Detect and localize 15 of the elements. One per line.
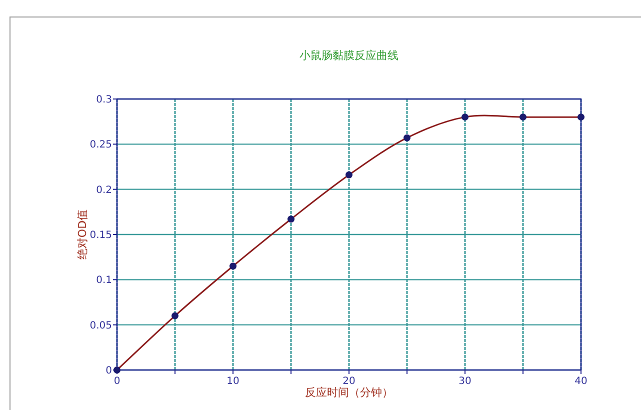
- y-tick-label: 0.1: [96, 275, 112, 286]
- y-tick-label: 0: [106, 366, 112, 376]
- y-tick-label: 0.25: [90, 140, 112, 151]
- x-tick-label: 30: [458, 376, 472, 387]
- x-tick-label: 20: [342, 376, 356, 387]
- y-tick-label: 0.2: [96, 184, 112, 196]
- x-axis-title: 反应时间（分钟）: [305, 386, 393, 399]
- y-tick-label: 0.3: [96, 94, 112, 106]
- y-axis-title: 绝对OD值: [76, 209, 89, 260]
- x-tick-label: 0: [114, 376, 120, 387]
- x-tick-label: 10: [226, 376, 240, 387]
- x-tick-label: 40: [574, 376, 588, 387]
- y-tick-label: 0.15: [90, 230, 112, 241]
- chart-title: 小鼠肠黏膜反应曲线: [300, 49, 398, 62]
- y-tick-label: 0.05: [90, 320, 112, 332]
